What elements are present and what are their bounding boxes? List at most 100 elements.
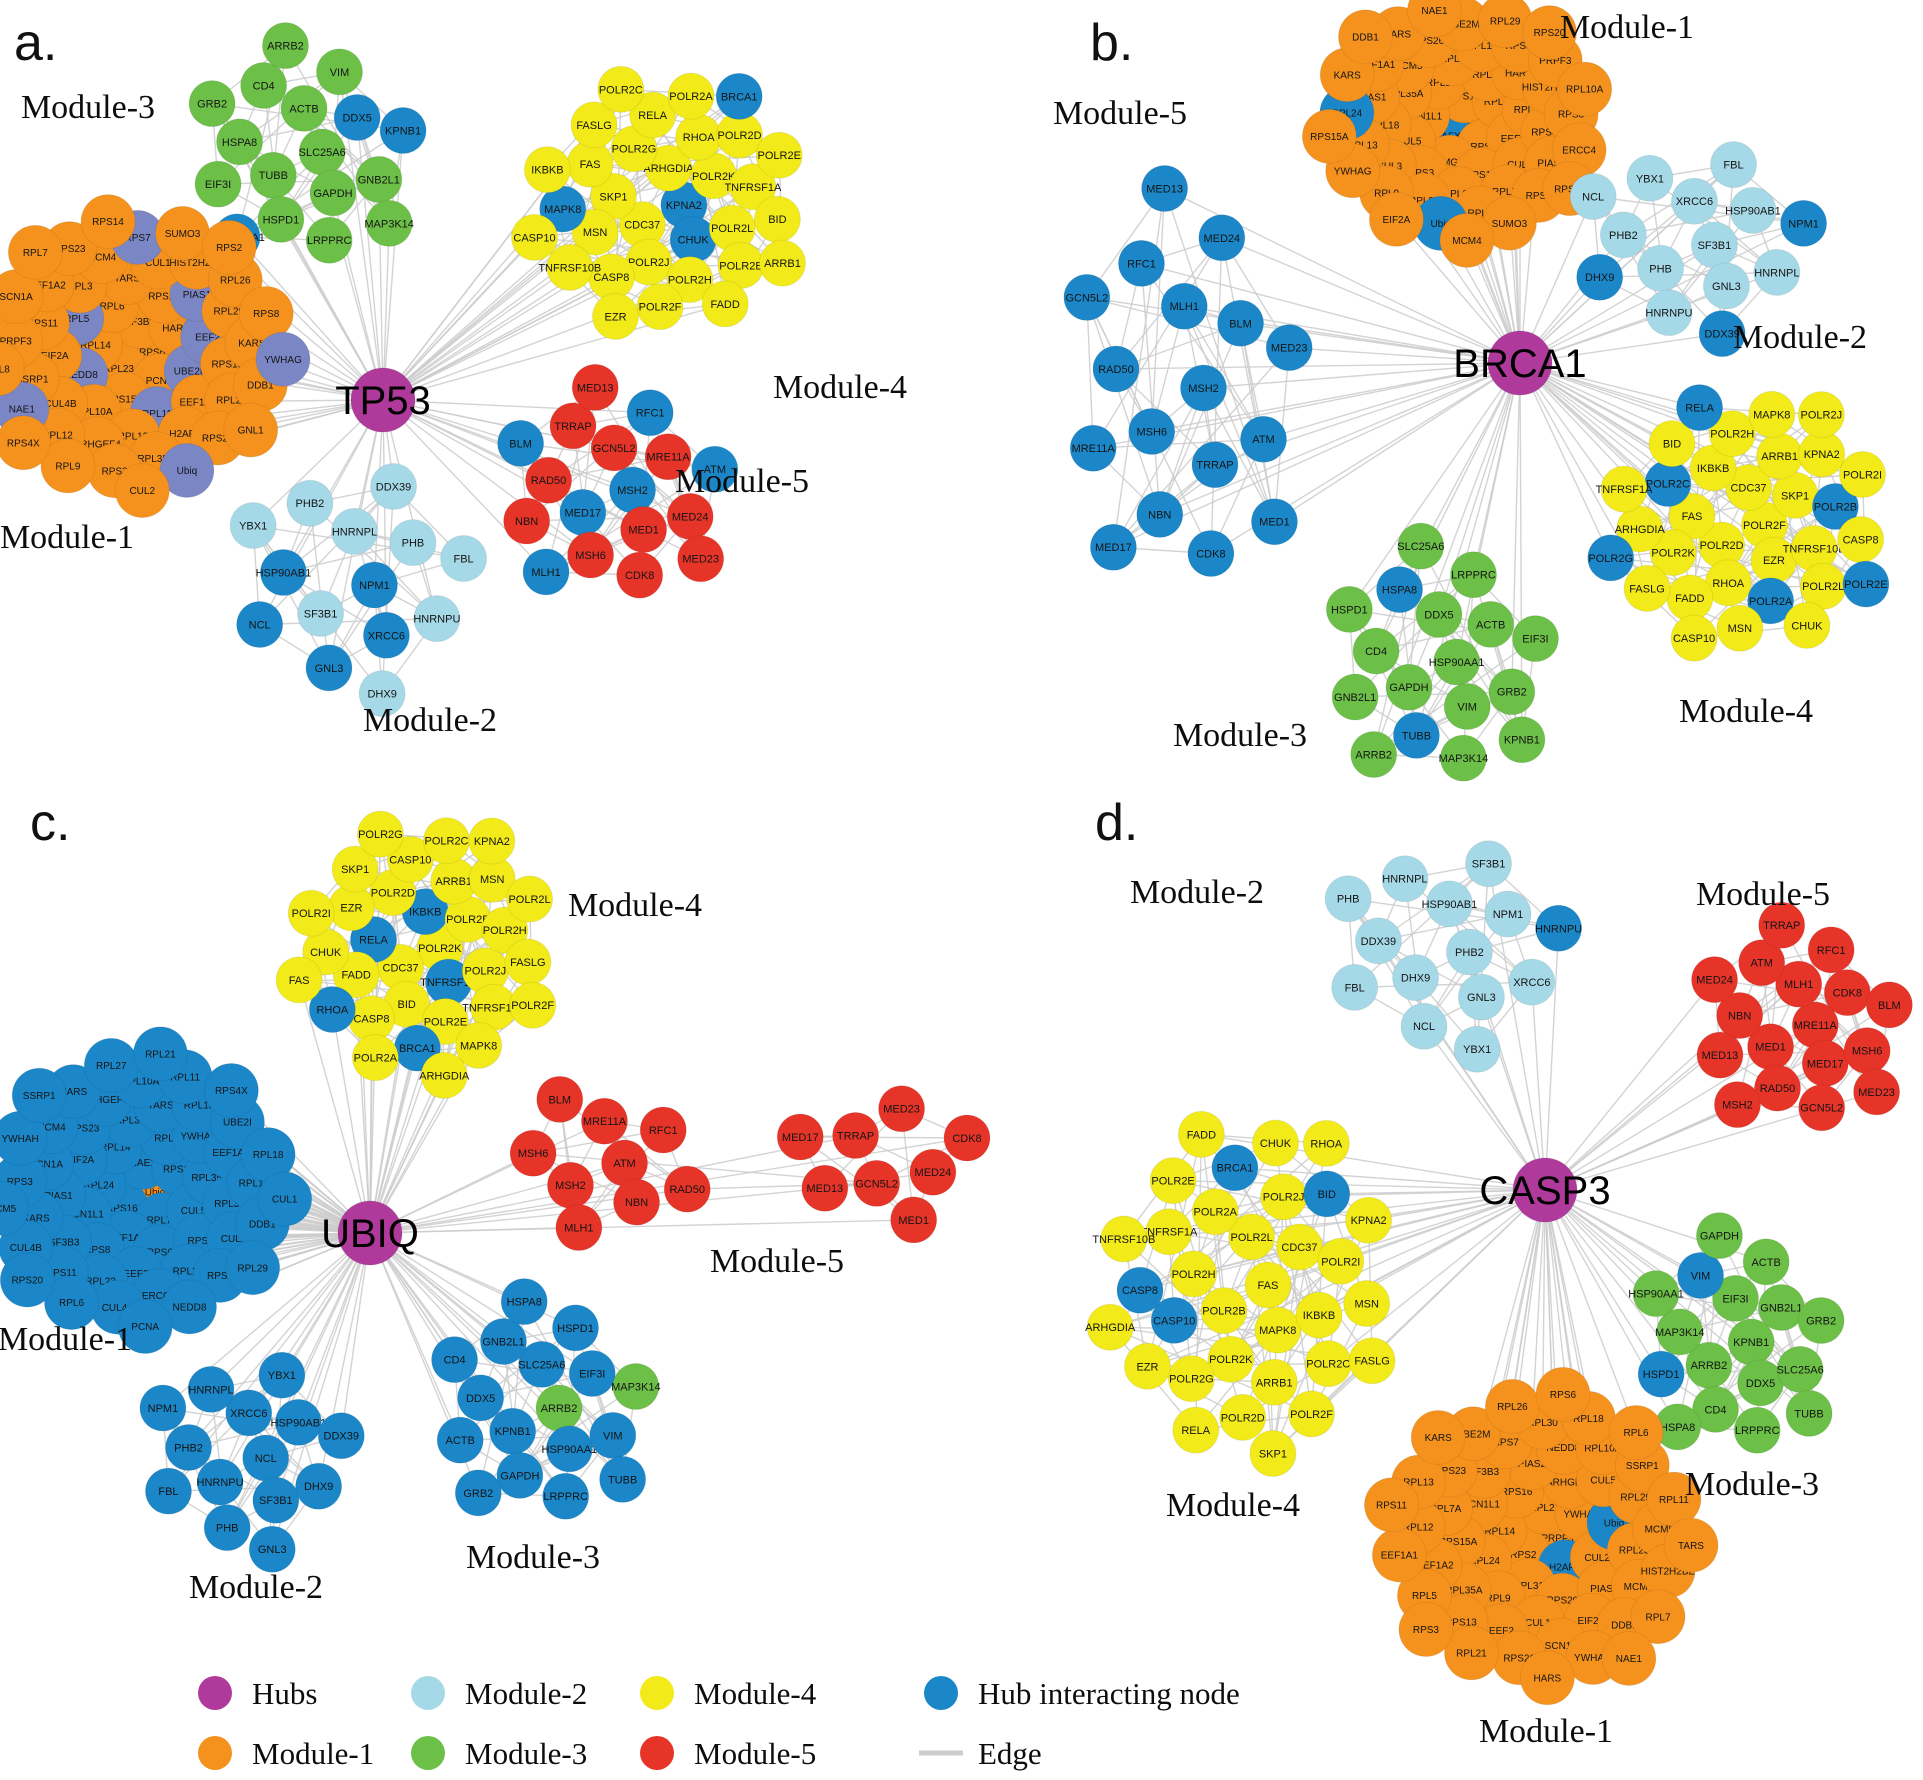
node-label-POLR2L: POLR2L [1802, 581, 1844, 593]
module-label-module-3: Module-3 [1685, 1466, 1819, 1503]
node-label-TNFRSF10B: TNFRSF10B [1783, 543, 1846, 555]
node-label-RPL6: RPL6 [1624, 1428, 1649, 1439]
node-label-HSP90AA1: HSP90AA1 [1429, 657, 1485, 669]
node-label-CDK8: CDK8 [625, 570, 654, 582]
node-label-GNB2L1: GNB2L1 [358, 174, 400, 186]
legend-label-module-4: Module-4 [694, 1676, 817, 1711]
node-label-MSN: MSN [583, 227, 608, 239]
node-label-HSP90AB1: HSP90AB1 [1725, 205, 1781, 217]
legend-label-module-1: Module-1 [252, 1736, 374, 1771]
node-label-ARRB1: ARRB1 [764, 258, 801, 270]
node-label-POLR2G: POLR2G [1588, 553, 1633, 565]
node-label-VIM: VIM [1691, 1271, 1711, 1283]
node-label-RPL7: RPL7 [23, 248, 48, 259]
node-label-SF3B1: SF3B1 [1472, 859, 1506, 871]
node-label-HSPD1: HSPD1 [263, 214, 300, 226]
node-label-KPNA2: KPNA2 [474, 836, 510, 848]
hub-label-BRCA1: BRCA1 [1453, 342, 1586, 386]
node-label-EEF1A1: EEF1A1 [1381, 1551, 1419, 1562]
node-label-GAPDH: GAPDH [1389, 682, 1428, 694]
node-label-MED1: MED1 [898, 1215, 929, 1227]
node-label-RFC1: RFC1 [1817, 945, 1846, 957]
node-label-FAS: FAS [1258, 1280, 1279, 1292]
legend: HubsModule-1Module-2Module-3Module-4Modu… [198, 1676, 1240, 1771]
node-label-RAD50: RAD50 [669, 1184, 704, 1196]
node-label-FBL: FBL [1345, 982, 1365, 994]
node-label-MAPK8: MAPK8 [460, 1040, 497, 1052]
node-label-CHUK: CHUK [678, 235, 710, 247]
node-label-MSH2: MSH2 [555, 1180, 586, 1192]
node-label-CASP10: CASP10 [1673, 633, 1715, 645]
node-label-CUL1: CUL1 [272, 1195, 298, 1206]
legend-label-hubs: Hubs [252, 1676, 317, 1711]
node-label-MSH6: MSH6 [518, 1148, 549, 1160]
node-label-NAE1: NAE1 [1421, 6, 1448, 17]
node-label-ACTB: ACTB [289, 103, 318, 115]
node-label-CDC37: CDC37 [383, 962, 419, 974]
node-label-Ubiq: Ubiq [177, 466, 198, 477]
node-label-CASP8: CASP8 [353, 1014, 389, 1026]
node-label-RHOA: RHOA [1310, 1138, 1342, 1150]
node-label-SF3B1: SF3B1 [304, 609, 338, 621]
node-label-MED13: MED13 [807, 1183, 844, 1195]
node-label-POLR2A: POLR2A [1749, 596, 1793, 608]
node-label-TUBB: TUBB [1794, 1408, 1823, 1420]
node-label-MRE11A: MRE11A [583, 1116, 627, 1128]
node-label-POLR2D: POLR2D [718, 130, 762, 142]
node-label-KPNA2: KPNA2 [1351, 1215, 1387, 1227]
node-label-CUL2: CUL2 [129, 486, 155, 497]
node-label-POLR2B: POLR2B [1202, 1306, 1245, 1318]
node-label-NAE1: NAE1 [9, 405, 36, 416]
node-label-IKBKB: IKBKB [1697, 463, 1729, 475]
node-label-POLR2H: POLR2H [668, 275, 712, 287]
module-label-module-5: Module-5 [1053, 95, 1187, 132]
node-label-POLR2I: POLR2I [1321, 1256, 1360, 1268]
node-label-DHX9: DHX9 [304, 1481, 333, 1493]
node-label-HSP90AA1: HSP90AA1 [1628, 1289, 1684, 1301]
node-label-PHB2: PHB2 [1455, 947, 1484, 959]
node-label-MED24: MED24 [1203, 233, 1240, 245]
node-label-DDX5: DDX5 [342, 112, 371, 124]
node-label-XRCC6: XRCC6 [368, 630, 405, 642]
panel-letter-d: d. [1095, 794, 1138, 852]
node-label-POLR2C: POLR2C [1306, 1359, 1350, 1371]
node-label-POLR2J: POLR2J [628, 257, 670, 269]
node-label-MAP3K14: MAP3K14 [364, 218, 414, 230]
node-label-UBE2I: UBE2I [223, 1118, 252, 1129]
node-label-FAS: FAS [580, 159, 601, 171]
node-label-GNB2L1: GNB2L1 [1760, 1302, 1802, 1314]
node-label-EIF2A: EIF2A [1383, 215, 1411, 226]
module-label-module-2: Module-2 [363, 702, 497, 739]
node-label-RPL21: RPL21 [145, 1049, 176, 1060]
node-label-GNL3: GNL3 [1712, 281, 1741, 293]
node-label-HSPA8: HSPA8 [1382, 585, 1417, 597]
edge [1545, 980, 1715, 1190]
legend-swatch-module1 [198, 1736, 232, 1770]
node-label-GNL3: GNL3 [258, 1544, 287, 1556]
node-label-CASP8: CASP8 [1843, 534, 1879, 546]
node-label-PHB: PHB [216, 1523, 239, 1535]
node-label-RAD50: RAD50 [1760, 1083, 1795, 1095]
node-label-NPM1: NPM1 [1788, 218, 1819, 230]
module-label-module-1: Module-1 [1479, 1713, 1613, 1750]
node-label-MED1: MED1 [628, 524, 659, 536]
node-label-CDC37: CDC37 [624, 220, 660, 232]
node-label-KARS: KARS [1334, 70, 1362, 81]
node-label-GRB2: GRB2 [197, 99, 227, 111]
module-label-module-4: Module-4 [1166, 1487, 1300, 1524]
node-label-ARRB1: ARRB1 [1256, 1377, 1293, 1389]
legend-swatch-module5 [640, 1736, 674, 1770]
node-label-SLC25A6: SLC25A6 [518, 1359, 565, 1371]
node-label-RPS4X: RPS4X [215, 1086, 248, 1097]
node-label-GRB2: GRB2 [1806, 1315, 1836, 1327]
node-label-FBL: FBL [453, 554, 473, 566]
node-label-ACTB: ACTB [1751, 1257, 1780, 1269]
node-label-POLR2L: POLR2L [711, 223, 753, 235]
node-label-MED1: MED1 [1755, 1042, 1786, 1054]
node-label-POLR2J: POLR2J [1263, 1192, 1305, 1204]
node-label-DDB1: DDB1 [1352, 32, 1379, 43]
legend-label-module-2: Module-2 [465, 1676, 587, 1711]
node-label-CDC37: CDC37 [1730, 482, 1766, 494]
node-label-RELA: RELA [1685, 403, 1714, 415]
node-label-ARRB1: ARRB1 [1761, 451, 1798, 463]
